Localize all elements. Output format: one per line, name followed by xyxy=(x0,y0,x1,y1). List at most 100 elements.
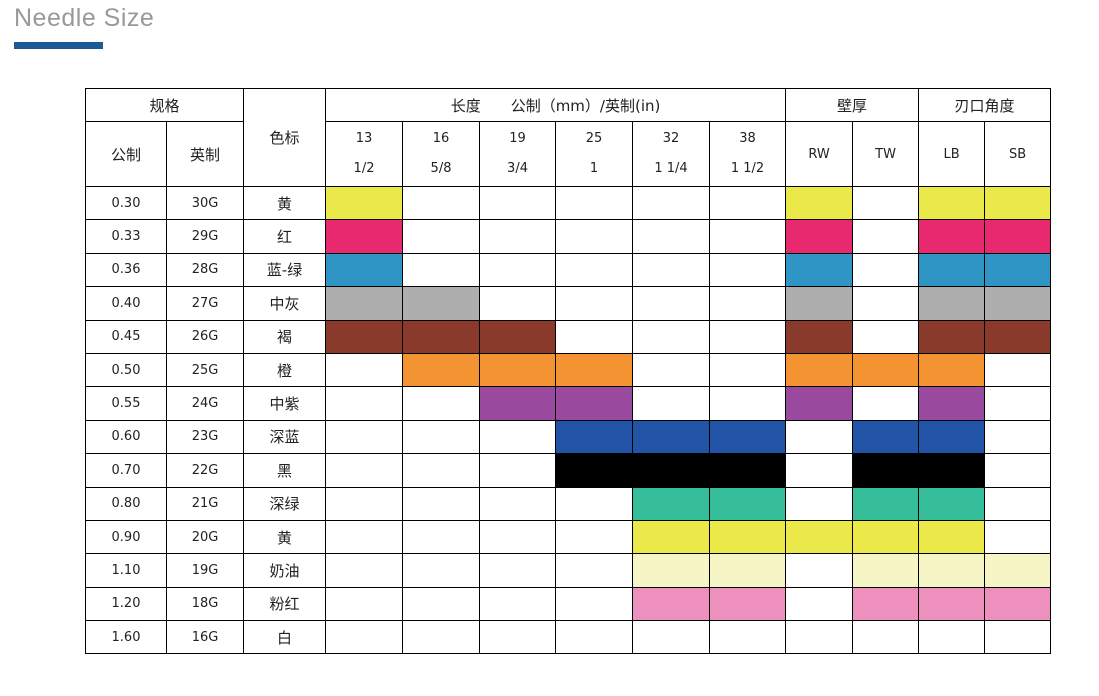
color-swatch-cell xyxy=(918,586,986,622)
color-swatch-cell xyxy=(785,185,854,221)
page-title: Needle Size xyxy=(14,4,155,32)
length-header-32: 32 1 1/4 xyxy=(632,121,711,187)
empty-cell xyxy=(325,519,404,555)
metric-cell: 0.90 xyxy=(85,519,167,555)
color-swatch-cell xyxy=(984,553,1052,588)
gauge-cell: 28G xyxy=(165,252,245,288)
length-in: 1 1/4 xyxy=(654,161,688,176)
empty-cell xyxy=(325,453,404,488)
empty-cell xyxy=(402,586,481,622)
metric-cell: 0.45 xyxy=(85,319,167,354)
color-swatch-cell xyxy=(632,553,711,588)
color-swatch-cell xyxy=(402,319,481,354)
color-swatch-cell xyxy=(785,252,854,288)
color-swatch-cell xyxy=(555,352,634,388)
color-swatch-cell xyxy=(325,219,404,254)
color-swatch-cell xyxy=(555,386,634,421)
title-underline xyxy=(14,42,103,49)
empty-cell xyxy=(709,185,787,221)
color-swatch-cell xyxy=(984,219,1052,254)
color-swatch-cell xyxy=(709,486,787,521)
empty-cell xyxy=(479,620,557,655)
empty-cell xyxy=(555,286,634,321)
table-row: 0.80 21G 深绿 xyxy=(85,486,1052,521)
metric-cell: 0.55 xyxy=(85,386,167,421)
color-swatch-cell xyxy=(918,386,986,421)
color-swatch-cell xyxy=(479,352,557,388)
metric-cell: 0.60 xyxy=(85,419,167,455)
color-swatch-cell xyxy=(709,419,787,455)
empty-cell xyxy=(555,252,634,288)
color-swatch-cell xyxy=(402,286,481,321)
color-swatch-cell xyxy=(852,553,920,588)
bevel-header-lb: LB xyxy=(918,121,986,187)
gauge-cell: 19G xyxy=(165,553,245,588)
metric-cell: 0.33 xyxy=(85,219,167,254)
empty-cell xyxy=(785,486,854,521)
length-header-38: 38 1 1/2 xyxy=(709,121,787,187)
empty-cell xyxy=(709,252,787,288)
color-swatch-cell xyxy=(852,586,920,622)
table-row: 1.60 16G 白 xyxy=(85,620,1052,655)
gauge-cell: 27G xyxy=(165,286,245,321)
color-swatch-cell xyxy=(785,519,854,555)
empty-cell xyxy=(555,553,634,588)
metric-cell: 0.50 xyxy=(85,352,167,388)
empty-cell xyxy=(555,486,634,521)
empty-cell xyxy=(402,419,481,455)
color-swatch-cell xyxy=(852,352,920,388)
color-swatch-cell xyxy=(984,286,1052,321)
color-swatch-cell xyxy=(709,453,787,488)
empty-cell xyxy=(632,319,711,354)
empty-cell xyxy=(709,386,787,421)
color-swatch-cell xyxy=(785,386,854,421)
color-swatch-cell xyxy=(785,352,854,388)
color-name-cell: 中紫 xyxy=(243,386,327,421)
color-swatch-cell xyxy=(918,319,986,354)
gauge-cell: 30G xyxy=(165,185,245,221)
gauge-cell: 16G xyxy=(165,620,245,655)
empty-cell xyxy=(984,620,1052,655)
gauge-cell: 18G xyxy=(165,586,245,622)
color-swatch-cell xyxy=(984,185,1052,221)
color-swatch-cell xyxy=(632,519,711,555)
empty-cell xyxy=(852,185,920,221)
color-swatch-cell xyxy=(632,453,711,488)
length-in: 1 1/2 xyxy=(730,161,765,176)
color-swatch-cell xyxy=(325,252,404,288)
empty-cell xyxy=(632,386,711,421)
table-row: 1.10 19G 奶油 xyxy=(85,553,1052,588)
color-name-cell: 黄 xyxy=(243,519,327,555)
empty-cell xyxy=(984,352,1052,388)
empty-cell xyxy=(984,453,1052,488)
empty-cell xyxy=(402,519,481,555)
color-swatch-cell xyxy=(785,319,854,354)
length-mm: 19 xyxy=(509,131,526,146)
color-name-cell: 红 xyxy=(243,219,327,254)
color-swatch-cell xyxy=(479,319,557,354)
color-swatch-cell xyxy=(785,219,854,254)
length-in: 3/4 xyxy=(507,161,528,176)
empty-cell xyxy=(709,286,787,321)
table-row: 0.50 25G 橙 xyxy=(85,352,1052,388)
empty-cell xyxy=(785,553,854,588)
color-swatch-cell xyxy=(325,185,404,221)
empty-cell xyxy=(325,386,404,421)
color-swatch-cell xyxy=(632,586,711,622)
empty-cell xyxy=(632,352,711,388)
empty-cell xyxy=(852,620,920,655)
empty-cell xyxy=(479,486,557,521)
empty-cell xyxy=(984,519,1052,555)
length-in: 1/2 xyxy=(353,161,375,176)
gauge-cell: 25G xyxy=(165,352,245,388)
color-swatch-cell xyxy=(918,286,986,321)
color-swatch-cell xyxy=(402,352,481,388)
color-swatch-cell xyxy=(852,453,920,488)
wall-header-rw: RW xyxy=(785,121,854,187)
color-swatch-cell xyxy=(918,519,986,555)
color-name-cell: 深蓝 xyxy=(243,419,327,455)
color-swatch-cell xyxy=(785,286,854,321)
empty-cell xyxy=(555,519,634,555)
color-name-cell: 深绿 xyxy=(243,486,327,521)
color-name-cell: 褐 xyxy=(243,319,327,354)
